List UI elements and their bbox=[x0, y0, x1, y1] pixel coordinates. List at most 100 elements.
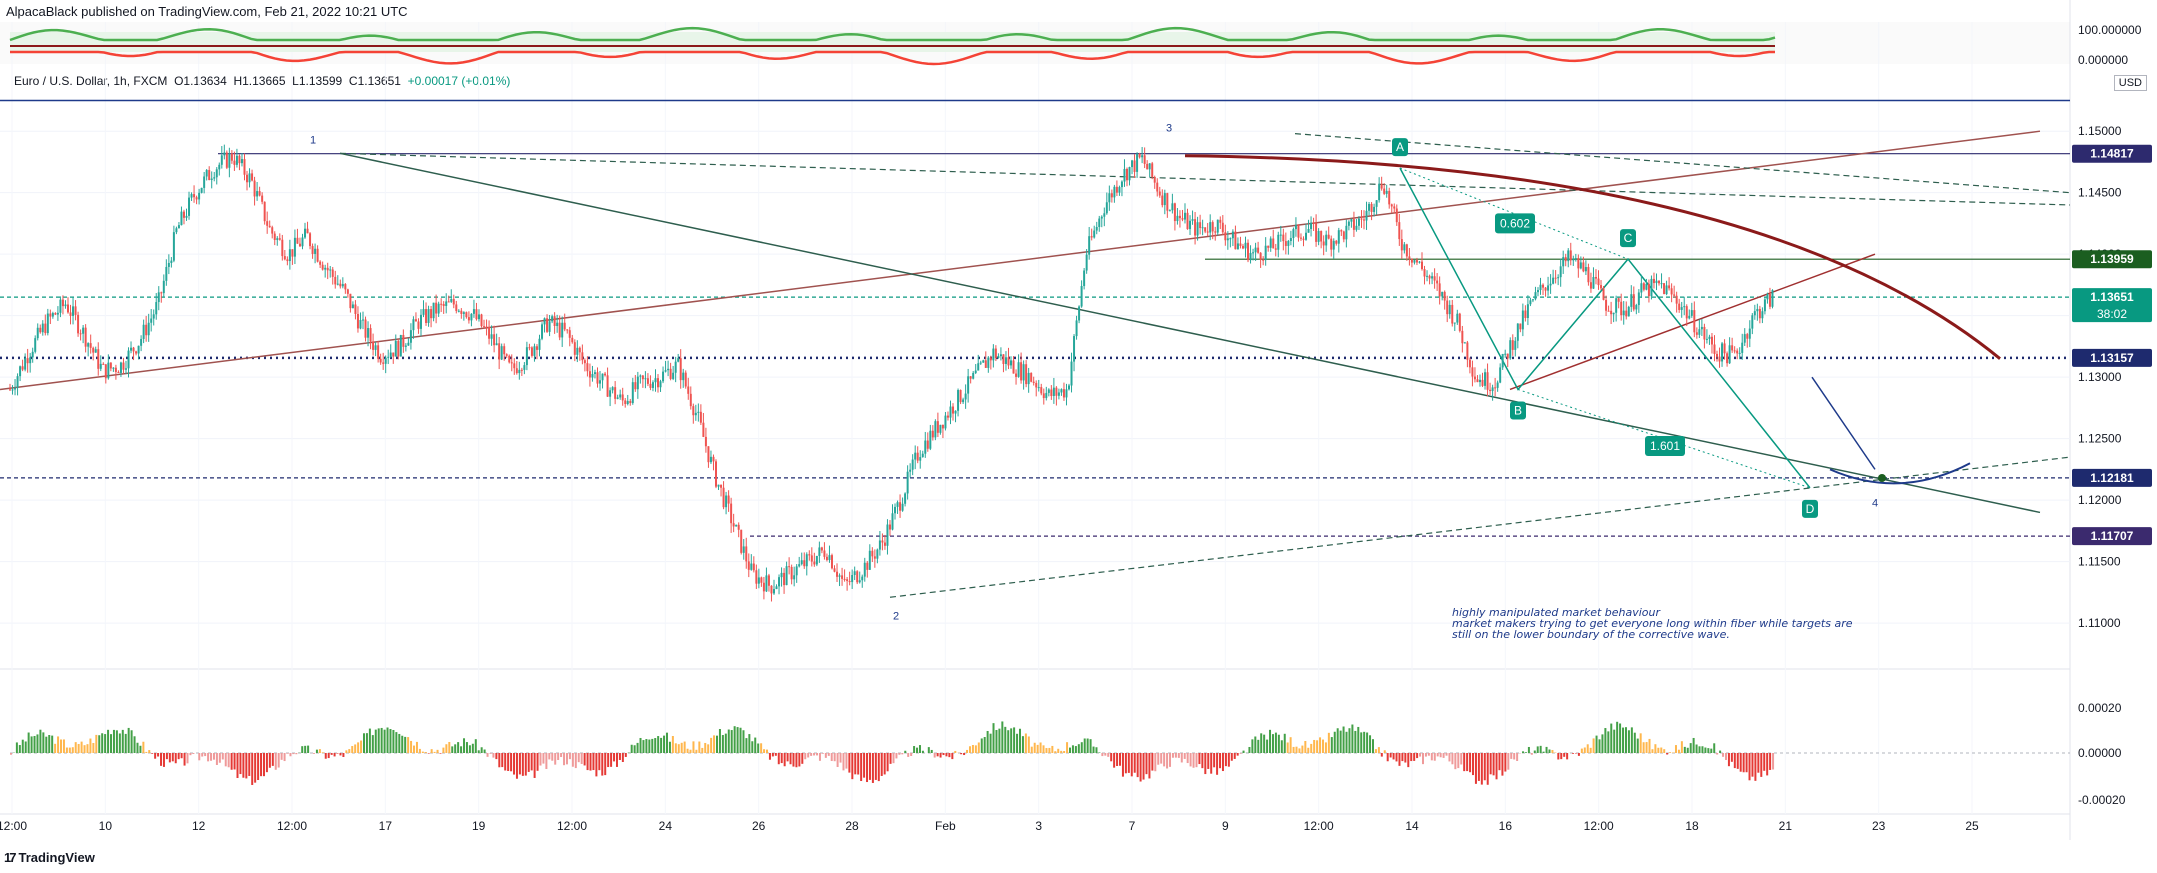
candle-body bbox=[667, 368, 670, 371]
hist-bar bbox=[1704, 747, 1707, 753]
hist-bar bbox=[115, 730, 118, 753]
price-badge-label: 1.13157 bbox=[2090, 351, 2134, 365]
hist-bar bbox=[224, 753, 227, 767]
candle-body bbox=[1438, 283, 1441, 297]
candle-body bbox=[601, 373, 604, 381]
hist-bar bbox=[615, 753, 618, 767]
candle-body bbox=[1166, 193, 1169, 211]
candle-body bbox=[820, 547, 823, 551]
hist-bar bbox=[1751, 753, 1754, 777]
candle-body bbox=[82, 327, 85, 334]
candle-body bbox=[1526, 304, 1529, 319]
candle-body bbox=[1612, 312, 1615, 315]
candle-body bbox=[99, 363, 102, 369]
hist-bar bbox=[1192, 753, 1195, 768]
hist-bar bbox=[1295, 746, 1298, 753]
hist-bar bbox=[1351, 724, 1354, 753]
hist-bar bbox=[236, 753, 239, 779]
hist-bar bbox=[410, 740, 413, 753]
hist-bar bbox=[1357, 726, 1360, 753]
candle-body bbox=[288, 249, 291, 262]
hist-bar bbox=[1195, 753, 1198, 768]
candle-body bbox=[331, 269, 334, 277]
hist-bar bbox=[1045, 748, 1048, 753]
candle-body bbox=[755, 570, 758, 584]
hist-bar bbox=[636, 742, 639, 753]
hist-bar bbox=[521, 753, 524, 776]
candle-body bbox=[1456, 313, 1459, 323]
candle-body bbox=[1327, 234, 1330, 239]
hist-bar bbox=[413, 745, 416, 753]
candle-body bbox=[1766, 294, 1769, 300]
hist-bar bbox=[107, 729, 110, 753]
candle-body bbox=[152, 314, 155, 319]
channel-trendline bbox=[1509, 253, 1876, 391]
candle-body bbox=[1383, 188, 1386, 194]
hist-bar bbox=[365, 733, 368, 753]
candle-body bbox=[61, 299, 64, 307]
candle-body bbox=[586, 363, 589, 372]
candle-body bbox=[838, 575, 841, 577]
candle-body bbox=[957, 390, 960, 411]
candle-body bbox=[778, 577, 781, 587]
hist-bar bbox=[260, 753, 263, 777]
hist-bar bbox=[201, 753, 204, 757]
hist-bar bbox=[724, 733, 727, 753]
candle-body bbox=[1272, 238, 1275, 249]
candle-body bbox=[780, 572, 783, 578]
candle-body bbox=[1421, 261, 1423, 270]
hist-bar bbox=[510, 753, 513, 772]
hist-bar bbox=[415, 741, 418, 753]
candle-body bbox=[440, 303, 443, 305]
hist-bar bbox=[889, 753, 892, 764]
hist-bar bbox=[1674, 745, 1677, 753]
time-axis[interactable]: 12:00 10 12 12:00 17 19 12:00 24 26 28 Feb 3 7 9 12:00… bbox=[0, 819, 1979, 833]
hist-bar bbox=[1719, 750, 1722, 753]
candle-body bbox=[563, 322, 566, 330]
candle-body bbox=[725, 495, 728, 508]
candle-body bbox=[1125, 168, 1128, 181]
candle-body bbox=[107, 362, 110, 379]
candle-body bbox=[1668, 285, 1671, 289]
hist-bar bbox=[1710, 748, 1713, 753]
candle-body bbox=[836, 571, 839, 577]
candle-body bbox=[1640, 283, 1643, 293]
symbol-legend[interactable]: Euro / U.S. Dollar, 1h, FXCM O1.13634 H1… bbox=[14, 74, 510, 88]
hist-bar bbox=[1224, 753, 1227, 767]
candle-body bbox=[430, 309, 433, 319]
candle-body bbox=[1758, 308, 1761, 319]
candle-body bbox=[1544, 287, 1547, 291]
wave-label: 3 bbox=[1166, 122, 1172, 134]
candle-body bbox=[193, 194, 196, 198]
candle-body bbox=[1761, 311, 1764, 319]
hist-bar bbox=[71, 747, 74, 753]
candle-body bbox=[861, 576, 864, 581]
hist-bar bbox=[98, 735, 101, 753]
hist-bar bbox=[312, 753, 315, 754]
tradingview-logo[interactable]: 17 TradingView bbox=[4, 850, 95, 865]
hist-bar bbox=[763, 749, 766, 753]
hist-bar bbox=[1680, 741, 1683, 753]
hist-bar bbox=[142, 741, 145, 753]
candle-body bbox=[541, 324, 544, 339]
hist-bar bbox=[51, 735, 54, 753]
hist-bar bbox=[1389, 753, 1392, 758]
hist-bar bbox=[1463, 753, 1466, 772]
price-axis[interactable]: 1.150001.145001.140001.135001.130001.125… bbox=[2072, 23, 2152, 807]
hist-bar bbox=[1216, 753, 1219, 775]
candle-body bbox=[324, 267, 327, 270]
hist-bar bbox=[151, 753, 154, 754]
candle-body bbox=[717, 484, 720, 487]
candle-body bbox=[286, 259, 289, 262]
currency-badge[interactable]: USD bbox=[2113, 75, 2147, 91]
candle-body bbox=[1574, 258, 1577, 260]
candle-body bbox=[170, 260, 173, 263]
candle-body bbox=[1133, 160, 1136, 172]
hist-bar bbox=[980, 738, 983, 753]
candle-body bbox=[203, 176, 206, 188]
time-tick: 17 bbox=[379, 819, 393, 833]
hist-bar bbox=[574, 753, 577, 769]
hist-bar bbox=[727, 729, 730, 753]
hist-bar bbox=[1592, 738, 1595, 753]
